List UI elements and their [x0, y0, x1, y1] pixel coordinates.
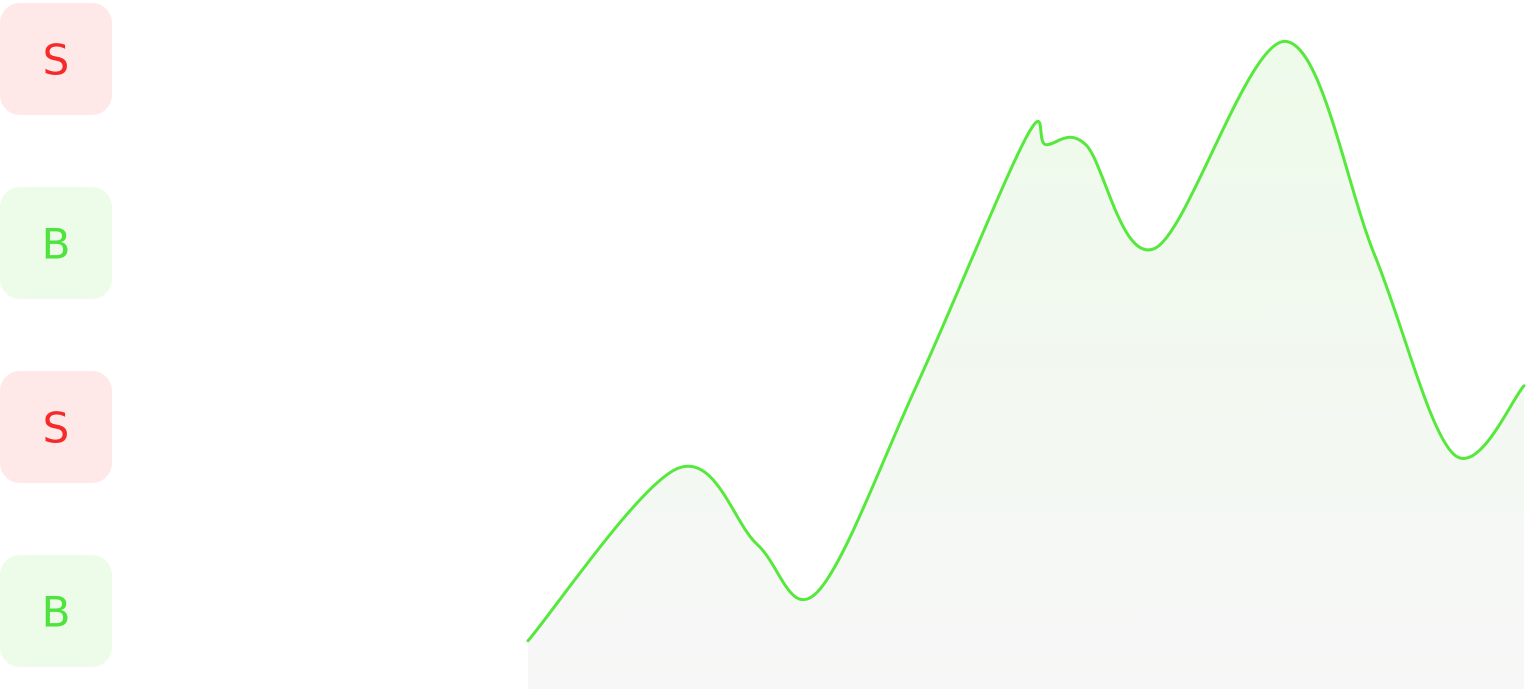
badge-label: S — [43, 36, 70, 85]
badge-label: B — [42, 588, 71, 637]
area — [528, 41, 1524, 689]
badge[interactable] — [0, 187, 112, 299]
badge[interactable] — [0, 371, 112, 483]
line — [526, 39, 1526, 643]
badge-label: S — [43, 404, 70, 453]
badge-label: B — [42, 220, 71, 269]
badge[interactable] — [0, 3, 112, 115]
badge[interactable] — [0, 555, 112, 667]
